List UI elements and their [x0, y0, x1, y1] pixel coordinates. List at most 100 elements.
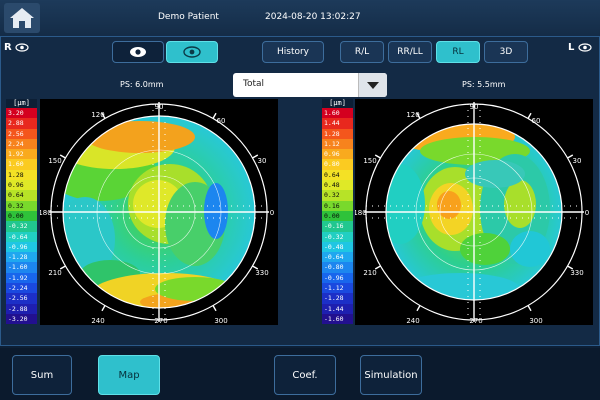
axis-label-0: 0 — [270, 209, 274, 217]
scale-value: 2.56 — [6, 128, 37, 139]
axis-label-240: 240 — [91, 317, 104, 325]
scale-value: -3.20 — [6, 313, 37, 325]
scale-value: -0.96 — [6, 241, 37, 253]
top-bar: Demo Patient 2024-08-20 13:02:27 — [0, 0, 600, 36]
scale-value: -2.24 — [6, 283, 37, 294]
axis-label-300: 300 — [529, 317, 542, 325]
axis-label-180: 180 — [355, 209, 367, 217]
axis-label-60: 60 — [217, 117, 226, 125]
view-3d-button[interactable]: 3D — [484, 41, 528, 63]
scale-unit: [µm] — [6, 99, 37, 108]
scale-value: -0.64 — [6, 231, 37, 242]
axis-label-90: 90 — [470, 103, 479, 111]
left-eye-label: L — [568, 42, 575, 53]
axis-label-270: 270 — [469, 317, 482, 325]
eye-outline-icon — [183, 46, 201, 58]
nav-coef-button[interactable]: Coef. — [274, 355, 336, 395]
scale-value: 0.96 — [6, 180, 37, 191]
scale-value: -1.28 — [6, 252, 37, 263]
scale-value: 0.64 — [322, 169, 353, 181]
scale-value: 0.16 — [322, 200, 353, 211]
scale-value: 0.48 — [322, 180, 353, 191]
eye-icon — [578, 42, 592, 52]
axis-label-330: 330 — [255, 269, 268, 277]
eye-icon — [130, 47, 146, 57]
scale-value: 3.20 — [6, 108, 37, 119]
axis-label-300: 300 — [214, 317, 227, 325]
left-eye-indicator: L — [568, 42, 592, 53]
scale-value: 0.96 — [322, 149, 353, 160]
eye-outline-view-button[interactable] — [166, 41, 218, 63]
scale-value: 1.12 — [322, 138, 353, 150]
patient-name: Demo Patient — [158, 12, 219, 22]
scale-value: -0.32 — [322, 231, 353, 242]
axis-label-180: 180 — [40, 209, 52, 217]
scale-value: 0.64 — [6, 190, 37, 201]
view-rrll-button[interactable]: RR/LL — [388, 41, 432, 63]
scale-value: -2.56 — [6, 293, 37, 304]
scale-value: -1.60 — [6, 262, 37, 273]
axis-label-60: 60 — [532, 117, 541, 125]
dropdown-button[interactable] — [358, 73, 387, 97]
axis-label-90: 90 — [155, 103, 164, 111]
nav-sum-button[interactable]: Sum — [12, 355, 72, 395]
axis-label-150: 150 — [48, 157, 61, 165]
scale-value: -1.60 — [322, 313, 353, 325]
scale-value: -1.92 — [6, 272, 37, 284]
scale-value: 1.44 — [322, 118, 353, 129]
scale-value: 0.80 — [322, 159, 353, 170]
scale-value: 0.00 — [6, 210, 37, 222]
scale-value: -1.28 — [322, 293, 353, 304]
scale-value: -2.88 — [6, 303, 37, 314]
axis-label-30: 30 — [573, 157, 582, 165]
axis-label-210: 210 — [363, 269, 376, 277]
scale-value: 1.60 — [6, 159, 37, 170]
axis-label-330: 330 — [570, 269, 583, 277]
axis-label-30: 30 — [258, 157, 267, 165]
scale-value: 2.24 — [6, 138, 37, 150]
scale-value: 1.92 — [6, 149, 37, 160]
scale-value: -0.80 — [322, 262, 353, 273]
right-wavefront-map: 90 60 30 180 0 330 300 270 240 210 150 1… — [40, 102, 274, 325]
home-icon — [10, 8, 34, 28]
scale-value: -0.16 — [322, 221, 353, 232]
scale-value: -0.64 — [322, 252, 353, 263]
scale-value: -0.96 — [322, 272, 353, 284]
view-rl-split-button[interactable]: R/L — [340, 41, 384, 63]
right-eye-indicator: R — [4, 42, 29, 53]
scale-value: 2.88 — [6, 118, 37, 129]
nav-map-button[interactable]: Map — [98, 355, 160, 395]
history-button[interactable]: History — [262, 41, 324, 63]
exam-datetime: 2024-08-20 13:02:27 — [265, 12, 361, 22]
map-type-value: Total — [243, 79, 265, 89]
axis-label-150: 150 — [363, 157, 376, 165]
axis-label-270: 270 — [154, 317, 167, 325]
scale-value: 0.00 — [322, 210, 353, 222]
scale-unit: [µm] — [322, 99, 353, 108]
eye-view-button[interactable] — [112, 41, 164, 63]
scale-value: 1.60 — [322, 108, 353, 119]
left-pupil-size: PS: 5.5mm — [462, 80, 506, 89]
scale-value: 0.32 — [322, 190, 353, 201]
scale-value: 1.28 — [322, 128, 353, 139]
eye-icon — [15, 42, 29, 52]
left-wavefront-map: 90 60 30 180 0 330 300 270 240 210 150 1… — [355, 102, 589, 325]
scale-value: -0.32 — [6, 221, 37, 232]
axis-label-0: 0 — [585, 209, 589, 217]
scale-value: -1.44 — [322, 303, 353, 314]
chevron-down-icon — [367, 82, 379, 89]
right-eye-label: R — [4, 42, 12, 53]
left-color-scale: [µm] 1.60 1.44 1.28 1.12 0.96 0.80 0.64 0.48 0.3… — [322, 99, 353, 325]
scale-value: 0.32 — [6, 200, 37, 211]
axis-label-240: 240 — [406, 317, 419, 325]
nav-simulation-button[interactable]: Simulation — [360, 355, 422, 395]
view-rl-button[interactable]: RL — [436, 41, 480, 63]
scale-value: -1.12 — [322, 283, 353, 294]
map-type-select[interactable]: Total — [233, 73, 387, 97]
scale-value: -0.48 — [322, 241, 353, 253]
scale-value: 1.28 — [6, 169, 37, 181]
right-color-scale: [µm] 3.20 2.88 2.56 2.24 1.92 1.60 1.28 0.96 0.6… — [6, 99, 37, 325]
axis-label-120: 120 — [406, 111, 419, 119]
right-pupil-size: PS: 6.0mm — [120, 80, 164, 89]
home-button[interactable] — [4, 3, 40, 33]
